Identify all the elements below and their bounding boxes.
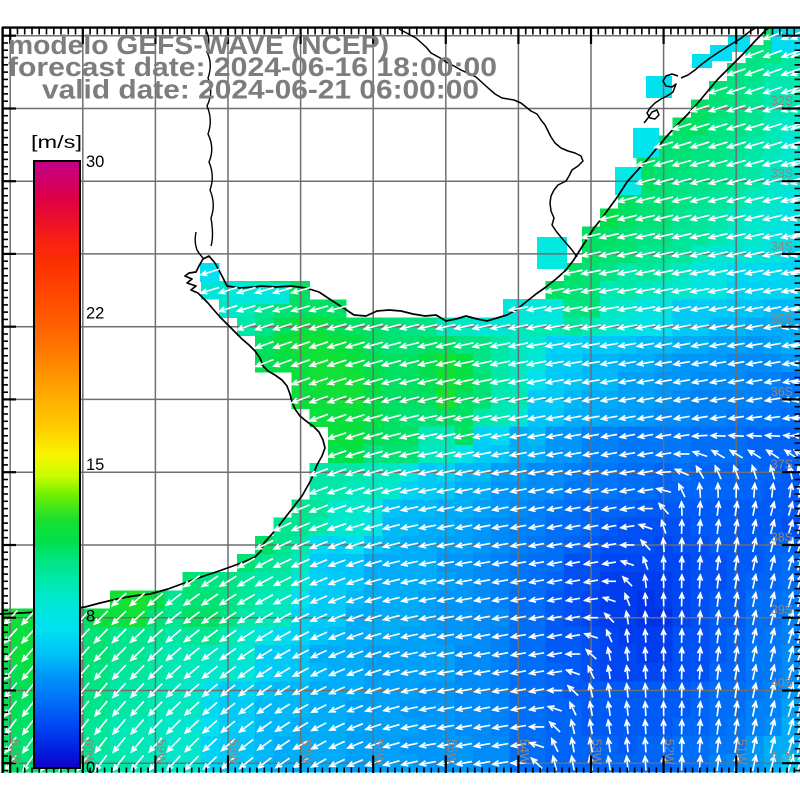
svg-text:55W: 55W	[444, 739, 458, 765]
svg-text:37S: 37S	[771, 458, 793, 472]
svg-text:56W: 56W	[372, 739, 386, 765]
svg-text:15: 15	[86, 456, 104, 474]
svg-text:34S: 34S	[771, 239, 793, 253]
svg-text:40S: 40S	[771, 676, 793, 690]
svg-text:32S: 32S	[771, 94, 793, 108]
svg-text:52W: 52W	[662, 739, 676, 765]
svg-text:59W: 59W	[154, 739, 168, 765]
svg-text:61W: 61W	[9, 739, 23, 765]
svg-text:0: 0	[86, 759, 95, 777]
svg-text:8: 8	[86, 608, 95, 626]
svg-text:valid date: 2024-06-21 06:00:0: valid date: 2024-06-21 06:00:00	[42, 75, 479, 105]
svg-text:58W: 58W	[227, 739, 241, 765]
svg-text:39S: 39S	[771, 603, 793, 617]
svg-text:38S: 38S	[771, 531, 793, 545]
svg-text:54W: 54W	[517, 739, 531, 765]
svg-text:57W: 57W	[299, 739, 313, 765]
svg-text:41S: 41S	[771, 749, 793, 763]
svg-text:30: 30	[86, 153, 104, 171]
svg-text:53W: 53W	[590, 739, 604, 765]
svg-text:33S: 33S	[771, 167, 793, 181]
svg-text:[m/s]: [m/s]	[31, 132, 82, 152]
svg-text:51W: 51W	[735, 739, 749, 765]
svg-text:22: 22	[86, 305, 104, 323]
svg-text:35S: 35S	[771, 312, 793, 326]
svg-text:36S: 36S	[771, 385, 793, 399]
